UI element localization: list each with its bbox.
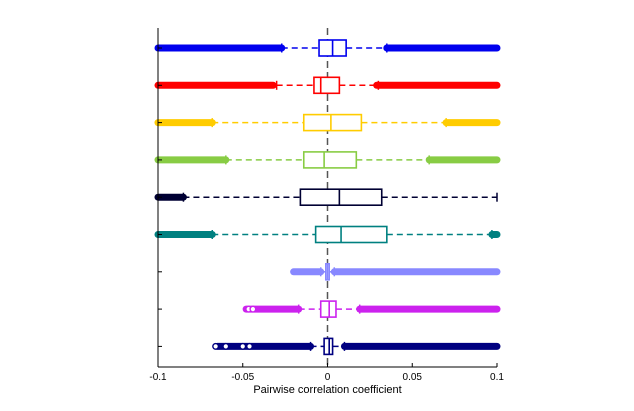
box [302, 151, 358, 169]
box-series-5 [154, 188, 498, 206]
box [299, 188, 383, 206]
box-series-6 [154, 225, 501, 244]
box [302, 113, 363, 132]
box-series-1 [154, 39, 501, 57]
outlier-point [246, 342, 254, 350]
box-series-2 [154, 76, 501, 95]
box-series-9 [213, 337, 501, 356]
x-tick-label: 0 [325, 372, 331, 383]
x-tick-label: -0.05 [231, 372, 254, 383]
box [323, 337, 334, 356]
x-tick-label: 0.05 [403, 372, 423, 383]
x-axis-label: Pairwise correlation coefficient [253, 384, 401, 396]
box [314, 225, 388, 244]
outlier-point [212, 342, 220, 350]
x-tick-label: -0.1 [149, 372, 167, 383]
outlier-point [249, 305, 257, 313]
box-series-4 [154, 151, 501, 169]
box-series-3 [154, 113, 501, 132]
outlier-point [239, 342, 247, 350]
box [313, 76, 341, 95]
box [319, 300, 337, 318]
box-series-8 [242, 300, 501, 318]
x-tick-label: 0.1 [490, 372, 504, 383]
box-series-7 [290, 262, 501, 281]
axes: -0.1 -0.05 0 0.05 0.1 [149, 28, 504, 383]
outlier-point [222, 342, 230, 350]
plot-area [154, 28, 501, 367]
